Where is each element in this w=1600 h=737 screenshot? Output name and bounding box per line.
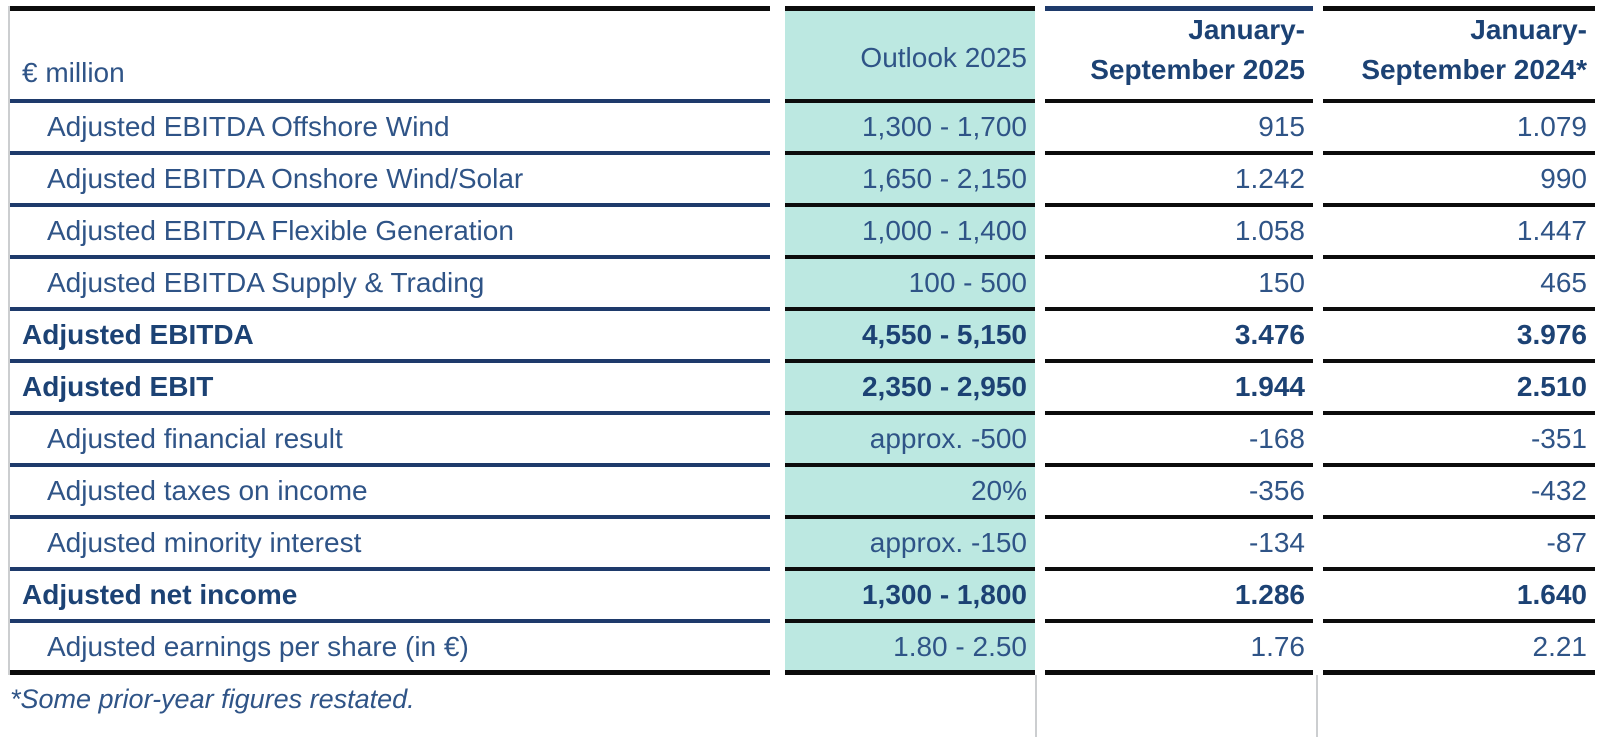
header-line-1: January-	[1188, 13, 1305, 45]
row-label: Adjusted EBITDA	[9, 311, 770, 363]
financial-table: € million Adjusted EBITDA Offshore Wind A…	[9, 6, 1595, 675]
jan-sep-2025-value: 1.76	[1045, 623, 1313, 675]
row-label: Adjusted EBITDA Supply & Trading	[9, 259, 770, 311]
jan-sep-2025-value: 915	[1045, 103, 1313, 155]
jan-sep-2025-column: January- September 2025 915 1.242 1.058 150…	[1045, 6, 1313, 675]
outlook-value: approx. -150	[785, 519, 1035, 571]
outlook-value: 4,550 - 5,150	[785, 311, 1035, 363]
outlook-value: 1,300 - 1,700	[785, 103, 1035, 155]
outlook-2025-header: Outlook 2025	[785, 11, 1035, 103]
outlook-rows: 1,300 - 1,700 1,650 - 2,150 1,000 - 1,400 1…	[785, 103, 1035, 675]
jan-sep-2024-value: 3.976	[1323, 311, 1595, 363]
jan-sep-2024-value: -351	[1323, 415, 1595, 467]
outlook-value: 1.80 - 2.50	[785, 623, 1035, 675]
table-left-border-line	[8, 6, 10, 675]
header-line-1: January-	[1470, 13, 1587, 45]
row-label: Adjusted EBIT	[9, 363, 770, 415]
jan-sep-2025-value: -356	[1045, 467, 1313, 519]
labels-rows: Adjusted EBITDA Offshore Wind Adjusted EB…	[9, 103, 770, 675]
outlook-value: 2,350 - 2,950	[785, 363, 1035, 415]
outlook-value: 20%	[785, 467, 1035, 519]
jan-sep-2024-column: January- September 2024* 1.079 990 1.447 46…	[1323, 6, 1595, 675]
jan-sep-2025-value: 1.242	[1045, 155, 1313, 207]
outlook-value: 1,650 - 2,150	[785, 155, 1035, 207]
jan-sep-2024-value: 1.447	[1323, 207, 1595, 259]
jan-sep-2025-value: 3.476	[1045, 311, 1313, 363]
jan-sep-2024-value: 2.510	[1323, 363, 1595, 415]
row-label: Adjusted EBITDA Flexible Generation	[9, 207, 770, 259]
jan-sep-2024-header: January- September 2024*	[1323, 11, 1595, 103]
outlook-value: approx. -500	[785, 415, 1035, 467]
jan-sep-2025-rows: 915 1.242 1.058 150 3.476 1.944 -168 -356 -134 1.…	[1045, 103, 1313, 675]
outlook-value: 100 - 500	[785, 259, 1035, 311]
jan-sep-2025-header: January- September 2025	[1045, 11, 1313, 103]
labels-column: € million Adjusted EBITDA Offshore Wind A…	[9, 6, 770, 675]
jan-sep-2024-value: 2.21	[1323, 623, 1595, 675]
jan-sep-2024-value: -432	[1323, 467, 1595, 519]
outlook-2025-column: Outlook 2025 1,300 - 1,700 1,650 - 2,150 1…	[785, 6, 1035, 675]
column-divider-line	[1035, 675, 1037, 737]
jan-sep-2025-value: 1.286	[1045, 571, 1313, 623]
jan-sep-2024-rows: 1.079 990 1.447 465 3.976 2.510 -351 -432 -87 1.6…	[1323, 103, 1595, 675]
jan-sep-2025-value: 1.058	[1045, 207, 1313, 259]
jan-sep-2024-value: 990	[1323, 155, 1595, 207]
jan-sep-2025-value: -168	[1045, 415, 1313, 467]
outlook-value: 1,300 - 1,800	[785, 571, 1035, 623]
footnote: *Some prior-year figures restated.	[10, 684, 415, 714]
row-label: Adjusted EBITDA Onshore Wind/Solar	[9, 155, 770, 207]
row-label: Adjusted taxes on income	[9, 467, 770, 519]
header-line-2: September 2024*	[1361, 54, 1587, 86]
outlook-value: 1,000 - 1,400	[785, 207, 1035, 259]
jan-sep-2024-value: 1.640	[1323, 571, 1595, 623]
jan-sep-2025-value: 1.944	[1045, 363, 1313, 415]
column-divider-line	[1316, 675, 1318, 737]
unit-label: € million	[9, 11, 770, 103]
jan-sep-2024-value: 465	[1323, 259, 1595, 311]
jan-sep-2025-value: 150	[1045, 259, 1313, 311]
row-label: Adjusted earnings per share (in €)	[9, 623, 770, 675]
jan-sep-2025-value: -134	[1045, 519, 1313, 571]
header-line-2: September 2025	[1090, 54, 1305, 86]
row-label: Adjusted minority interest	[9, 519, 770, 571]
jan-sep-2024-value: -87	[1323, 519, 1595, 571]
row-label: Adjusted financial result	[9, 415, 770, 467]
row-label: Adjusted EBITDA Offshore Wind	[9, 103, 770, 155]
jan-sep-2024-value: 1.079	[1323, 103, 1595, 155]
row-label: Adjusted net income	[9, 571, 770, 623]
